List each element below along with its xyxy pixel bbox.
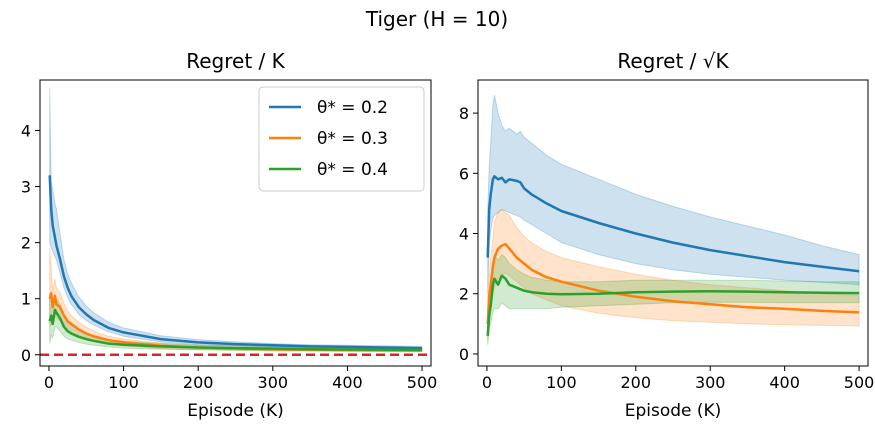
left-ytick-label: 0: [21, 346, 31, 365]
right-ytick-label: 2: [459, 285, 469, 304]
right-plot-area: [486, 94, 860, 345]
right-axes-frame: [477, 79, 869, 367]
left-panel: Regret / K 0 100 200 300 400 500 0 1 2 3 4 Episode (…: [21, 49, 438, 421]
left-ytick-label: 4: [21, 121, 31, 140]
legend-box: [258, 86, 425, 192]
right-xtick: 300: [695, 366, 726, 392]
left-line-series-0: [48, 175, 423, 350]
left-ytick: 2: [21, 234, 40, 253]
right-band-series-1: [487, 208, 860, 339]
right-ytick: 6: [459, 164, 478, 183]
left-xtick: 400: [332, 366, 363, 392]
right-x-axis-label: Episode (K): [625, 401, 722, 421]
right-xtick: 200: [621, 366, 652, 392]
right-xtick-label: 0: [482, 373, 492, 392]
right-ytick: 0: [459, 345, 478, 364]
right-xtick-label: 100: [546, 373, 577, 392]
left-ytick: 0: [21, 346, 40, 365]
right-line-series-1: [486, 242, 860, 324]
left-ytick-label: 3: [21, 178, 31, 197]
right-line-series-2: [486, 274, 860, 336]
legend: θ* = 0.2 θ* = 0.3 θ* = 0.4: [258, 86, 425, 192]
right-line-series-0: [486, 175, 860, 273]
right-xtick-label: 500: [844, 373, 875, 392]
left-ytick: 4: [21, 121, 40, 140]
left-xtick-label: 400: [332, 373, 363, 392]
right-xtick-label: 200: [621, 373, 652, 392]
right-band-series-2: [487, 253, 860, 345]
legend-entry-0: θ* = 0.2: [317, 98, 388, 118]
left-xtick-label: 500: [407, 373, 438, 392]
right-xtick: 500: [844, 366, 875, 392]
left-chart-title: Regret / K: [186, 49, 285, 73]
left-x-axis-label: Episode (K): [187, 401, 284, 421]
figure-title: Tiger (H = 10): [365, 7, 508, 31]
left-ytick-label: 1: [21, 290, 31, 309]
left-xtick-label: 300: [258, 373, 289, 392]
left-plot-area: [40, 88, 431, 357]
left-xtick-label: 0: [44, 373, 54, 392]
left-xtick: 500: [407, 366, 438, 392]
right-xtick: 100: [546, 366, 577, 392]
left-ytick: 1: [21, 290, 40, 309]
right-xtick: 400: [769, 366, 800, 392]
left-xtick: 300: [258, 366, 289, 392]
right-xtick-label: 400: [769, 373, 800, 392]
right-ytick: 8: [459, 104, 478, 123]
right-ytick: 2: [459, 285, 478, 304]
left-band-series-1: [49, 248, 423, 353]
left-axes-frame: [39, 79, 432, 367]
right-ytick-label: 0: [459, 345, 469, 364]
right-xtick: 0: [482, 366, 492, 392]
left-xtick: 200: [183, 366, 214, 392]
right-ytick-label: 4: [459, 225, 469, 244]
legend-entry-2: θ* = 0.4: [317, 160, 388, 180]
left-ytick: 3: [21, 178, 40, 197]
right-ytick-label: 8: [459, 104, 469, 123]
right-chart-title: Regret / √K: [617, 49, 729, 73]
right-panel: Regret / √K 0 100 200 300 400 500 0 2 4 6 8 Episode …: [459, 49, 875, 421]
right-band-series-0: [487, 94, 860, 294]
left-ytick-label: 2: [21, 234, 31, 253]
left-xtick-label: 200: [183, 373, 214, 392]
left-xtick: 100: [108, 366, 139, 392]
left-line-series-2: [48, 308, 422, 351]
right-xtick-label: 300: [695, 373, 726, 392]
legend-entry-1: θ* = 0.3: [317, 129, 388, 149]
left-xtick: 0: [44, 366, 54, 392]
right-ytick: 4: [459, 225, 478, 244]
left-xtick-label: 100: [108, 373, 139, 392]
right-ytick-label: 6: [459, 164, 469, 183]
